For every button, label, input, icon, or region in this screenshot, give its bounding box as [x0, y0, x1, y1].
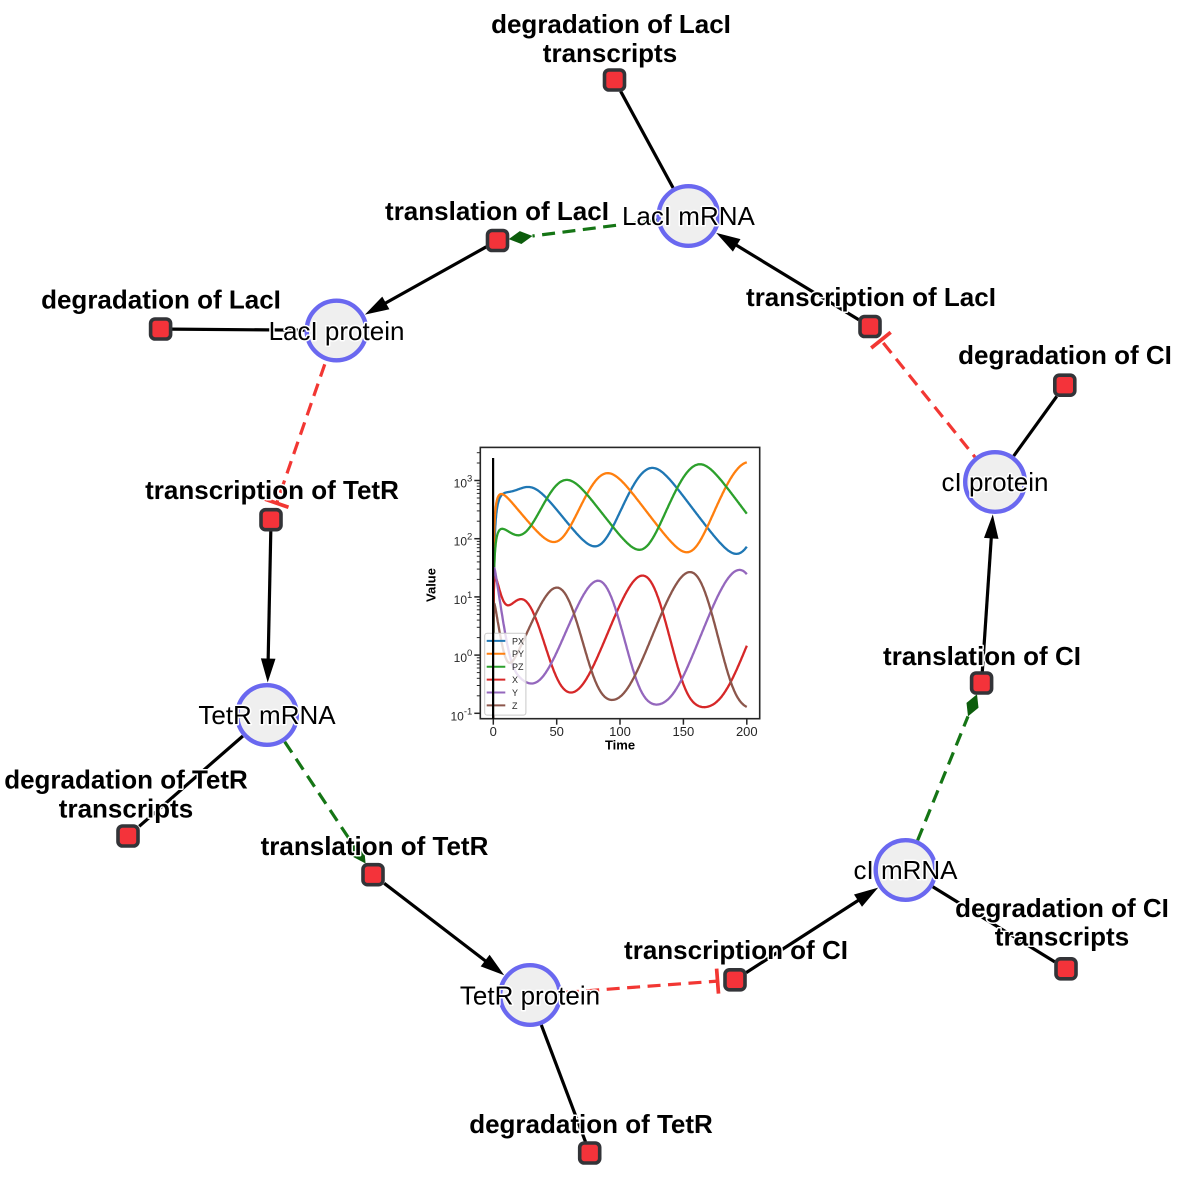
svg-text:102: 102: [454, 532, 473, 549]
svg-text:transcripts: transcripts: [543, 38, 677, 68]
svg-text:degradation of LacI: degradation of LacI: [41, 285, 281, 315]
svg-text:translation of TetR: translation of TetR: [261, 831, 489, 861]
svg-text:translation of CI: translation of CI: [883, 641, 1081, 671]
svg-text:degradation of CI: degradation of CI: [955, 893, 1169, 923]
svg-text:transcripts: transcripts: [59, 794, 193, 824]
svg-text:103: 103: [454, 474, 473, 491]
svg-text:100: 100: [454, 648, 473, 665]
svg-text:degradation of LacI: degradation of LacI: [491, 9, 731, 39]
svg-text:degradation of TetR: degradation of TetR: [469, 1109, 713, 1139]
svg-text:transcription of CI: transcription of CI: [624, 935, 848, 965]
svg-text:Z: Z: [512, 701, 518, 711]
svg-text:translation of LacI: translation of LacI: [385, 196, 609, 226]
svg-text:0: 0: [490, 724, 497, 739]
svg-text:Time: Time: [605, 738, 635, 753]
svg-text:cI mRNA: cI mRNA: [854, 855, 959, 885]
svg-text:degradation of CI: degradation of CI: [958, 340, 1172, 370]
svg-text:transcription of TetR: transcription of TetR: [145, 475, 399, 505]
svg-text:degradation of TetR: degradation of TetR: [4, 765, 248, 795]
svg-text:200: 200: [736, 724, 758, 739]
svg-text:10-1: 10-1: [450, 706, 472, 723]
svg-text:150: 150: [673, 724, 695, 739]
svg-text:50: 50: [549, 724, 563, 739]
svg-text:Value: Value: [424, 568, 439, 602]
svg-text:X: X: [512, 675, 518, 685]
svg-text:PX: PX: [512, 636, 524, 646]
svg-text:PZ: PZ: [512, 662, 524, 672]
svg-text:100: 100: [609, 724, 631, 739]
svg-text:transcripts: transcripts: [995, 922, 1129, 952]
svg-text:transcription of LacI: transcription of LacI: [746, 282, 996, 312]
svg-text:PY: PY: [512, 649, 524, 659]
svg-text:TetR mRNA: TetR mRNA: [198, 700, 336, 730]
svg-text:LacI protein: LacI protein: [269, 316, 405, 346]
svg-text:LacI mRNA: LacI mRNA: [622, 201, 756, 231]
svg-text:TetR protein: TetR protein: [460, 981, 600, 1011]
svg-text:Y: Y: [512, 688, 518, 698]
svg-text:101: 101: [454, 590, 473, 607]
svg-text:cI protein: cI protein: [942, 467, 1049, 497]
